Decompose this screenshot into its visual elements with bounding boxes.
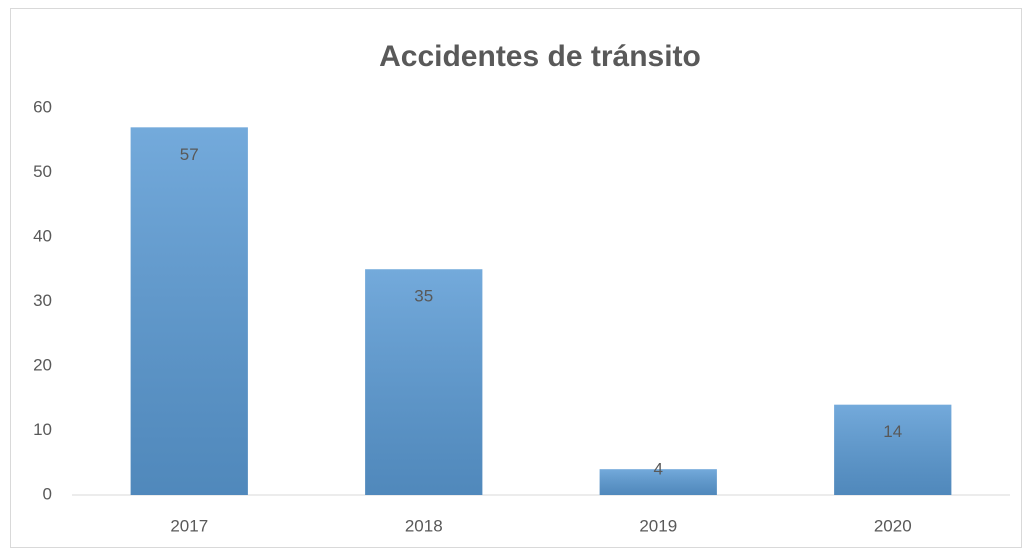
data-label: 35 xyxy=(414,287,433,306)
y-tick-label: 30 xyxy=(33,291,52,310)
x-tick-label: 2018 xyxy=(405,516,443,535)
x-tick-label: 2017 xyxy=(170,516,208,535)
data-label: 57 xyxy=(180,145,199,164)
bar-shade xyxy=(599,469,717,495)
y-tick-label: 50 xyxy=(33,162,52,181)
chart-title: Accidentes de tránsito xyxy=(379,40,701,73)
y-tick-label: 0 xyxy=(43,484,52,503)
bar-shade xyxy=(365,269,483,495)
x-tick-label: 2020 xyxy=(874,516,912,535)
y-tick-label: 20 xyxy=(33,355,52,374)
y-tick-label: 60 xyxy=(33,97,52,116)
y-tick-label: 10 xyxy=(33,420,52,439)
data-label: 4 xyxy=(654,459,663,478)
bar-shade xyxy=(130,127,248,495)
bar-shade xyxy=(834,404,952,495)
data-label: 14 xyxy=(883,422,902,441)
y-tick-label: 40 xyxy=(33,226,52,245)
x-tick-label: 2019 xyxy=(639,516,677,535)
